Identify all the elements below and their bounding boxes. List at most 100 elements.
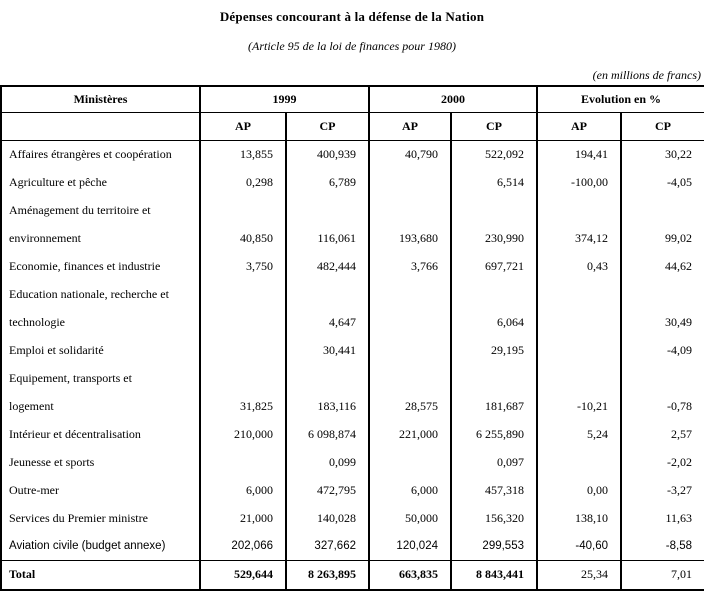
ministry-cell: Outre-mer xyxy=(9,482,59,497)
value-cell: 13,855 xyxy=(199,140,286,168)
value-cell: 6,789 xyxy=(285,168,369,196)
table-row: Outre-mer 6,000 472,795 6,000 457,318 0,… xyxy=(1,476,704,504)
value-cell: 3,766 xyxy=(368,252,451,280)
value-cell: -4,09 xyxy=(619,336,704,364)
value-cell: 181,687 xyxy=(450,392,537,420)
header-ap-evo: AP xyxy=(536,112,621,141)
header-year-2000: 2000 xyxy=(368,86,537,113)
value-cell xyxy=(368,448,451,476)
value-cell: 5,24 xyxy=(536,420,621,448)
value-cell: -2,02 xyxy=(619,448,704,476)
table-row: Emploi et solidarité 30,441 29,195 -4,09 xyxy=(1,336,704,364)
value-cell: 697,721 xyxy=(450,252,537,280)
value-cell: 6,000 xyxy=(368,476,451,504)
value-cell: 11,63 xyxy=(619,504,704,532)
value-cell xyxy=(536,196,621,224)
value-cell: 374,12 xyxy=(536,224,621,252)
value-cell: 6 255,890 xyxy=(450,420,537,448)
value-cell: 193,680 xyxy=(368,224,451,252)
value-cell xyxy=(536,448,621,476)
total-value-cell: 663,835 xyxy=(368,559,451,590)
value-cell: 6,514 xyxy=(450,168,537,196)
table-row: Affaires étrangères et coopération 13,85… xyxy=(1,140,704,168)
ministry-cell: Agriculture et pêche xyxy=(9,174,107,189)
value-cell xyxy=(619,280,704,308)
value-cell: 30,22 xyxy=(619,140,704,168)
header-ap-2000: AP xyxy=(368,112,451,141)
value-cell xyxy=(285,196,369,224)
ministry-cell: Affaires étrangères et coopération xyxy=(9,146,172,161)
value-cell: -3,27 xyxy=(619,476,704,504)
ministry-cell: environnement xyxy=(9,230,81,245)
value-cell: -0,78 xyxy=(619,392,704,420)
value-cell: 482,444 xyxy=(285,252,369,280)
value-cell: 31,825 xyxy=(199,392,286,420)
unit-note: (en millions de francs) xyxy=(592,68,701,82)
value-cell xyxy=(285,364,369,392)
header-evolution: Evolution en % xyxy=(535,86,704,113)
total-value-cell: 25,34 xyxy=(536,559,621,590)
value-cell: 299,553 xyxy=(450,532,537,560)
ministry-cell: Aviation civile (budget annexe) xyxy=(9,539,166,552)
ministry-cell: Intérieur et décentralisation xyxy=(9,426,141,441)
value-cell: -100,00 xyxy=(536,168,621,196)
value-cell xyxy=(368,308,451,336)
value-cell: 194,41 xyxy=(536,140,621,168)
value-cell: 472,795 xyxy=(285,476,369,504)
value-cell: 120,024 xyxy=(368,532,451,560)
value-cell: 44,62 xyxy=(619,252,704,280)
value-cell: 40,790 xyxy=(368,140,451,168)
value-cell xyxy=(619,364,704,392)
total-label: Total xyxy=(1,559,200,590)
value-cell: -8,58 xyxy=(619,532,704,560)
ministry-cell: technologie xyxy=(9,314,65,329)
table-row: Services du Premier ministre 21,000 140,… xyxy=(1,504,704,532)
ministry-cell: Equipement, transports et xyxy=(9,370,132,385)
value-cell: 40,850 xyxy=(199,224,286,252)
value-cell: 457,318 xyxy=(450,476,537,504)
budget-table: Ministères 1999 2000 Evolution en % AP C… xyxy=(0,85,704,591)
value-cell: 140,028 xyxy=(285,504,369,532)
value-cell: 50,000 xyxy=(368,504,451,532)
ministry-cell: Services du Premier ministre xyxy=(9,510,148,525)
value-cell xyxy=(450,280,537,308)
value-cell: 2,57 xyxy=(619,420,704,448)
value-cell xyxy=(368,364,451,392)
header-cp-evo: CP xyxy=(619,112,704,141)
value-cell xyxy=(199,308,286,336)
ministry-cell: Economie, finances et industrie xyxy=(9,258,161,273)
value-cell xyxy=(285,280,369,308)
value-cell: 30,49 xyxy=(619,308,704,336)
value-cell xyxy=(199,364,286,392)
value-cell: 0,099 xyxy=(285,448,369,476)
header-sub-row: AP CP AP CP AP CP xyxy=(1,112,704,141)
value-cell: 6,064 xyxy=(450,308,537,336)
value-cell xyxy=(368,168,451,196)
table-row: Economie, finances et industrie 3,750 48… xyxy=(1,252,704,280)
value-cell: 29,195 xyxy=(450,336,537,364)
total-value-cell: 8 843,441 xyxy=(450,559,537,590)
header-ministeres: Ministères xyxy=(1,86,200,113)
table-row: Jeunesse et sports 0,099 0,097 -2,02 xyxy=(1,448,704,476)
header-ap-1999: AP xyxy=(199,112,286,141)
value-cell: -10,21 xyxy=(536,392,621,420)
page-title: Dépenses concourant à la défense de la N… xyxy=(219,9,485,24)
ministry-cell: Education nationale, recherche et xyxy=(9,286,169,301)
value-cell: 116,061 xyxy=(285,224,369,252)
value-cell: -4,05 xyxy=(619,168,704,196)
header-cp-1999: CP xyxy=(285,112,369,141)
value-cell: 6,000 xyxy=(199,476,286,504)
value-cell xyxy=(368,280,451,308)
value-cell: 6 098,874 xyxy=(285,420,369,448)
value-cell: 99,02 xyxy=(619,224,704,252)
table-row: Intérieur et décentralisation 210,000 6 … xyxy=(1,420,704,448)
value-cell xyxy=(199,280,286,308)
header-cp-2000: CP xyxy=(450,112,537,141)
header-group-row: Ministères 1999 2000 Evolution en % xyxy=(1,86,704,113)
value-cell: 230,990 xyxy=(450,224,537,252)
table-row-aviation-civile: Aviation civile (budget annexe) 202,066 … xyxy=(1,532,704,560)
value-cell: 522,092 xyxy=(450,140,537,168)
table-row: Equipement, transports et xyxy=(1,364,704,392)
value-cell xyxy=(536,280,621,308)
